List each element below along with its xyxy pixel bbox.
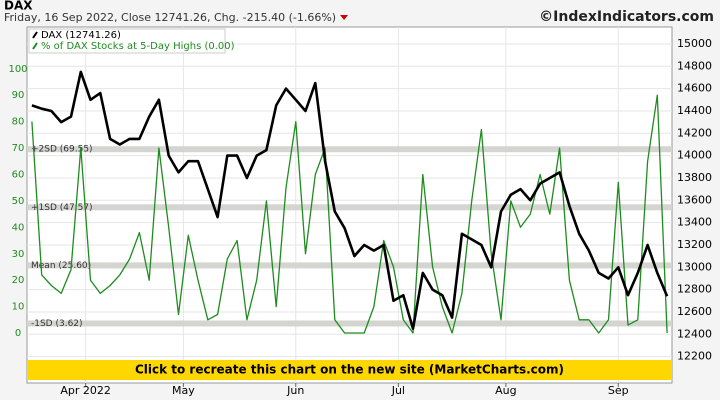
y2-tick-label: 13800 [677,171,712,184]
band [27,204,672,211]
x-tick-label: Jul [391,384,405,397]
legend-swatch [32,42,38,50]
y2-tick-label: 14800 [677,59,712,72]
y2-tick-label: 13400 [677,216,712,229]
band-label: +2SD (69.55) [31,145,93,155]
y2-tick-label: 14200 [677,126,712,139]
x-tick-label: Sep [608,384,629,397]
y-tick-label: 0 [15,328,21,339]
legend-swatch [32,31,38,39]
y-tick-label: 100 [8,64,27,75]
x-tick-label: Apr 2022 [60,384,111,397]
y2-tick-label: 15000 [677,37,712,50]
y2-tick-label: 14400 [677,104,712,117]
chart-title: DAX [4,0,33,13]
y-tick-label: 10 [12,302,25,313]
source: ©IndexIndicators.com [539,9,714,25]
legend-label: % of DAX Stocks at 5-Day Highs (0.00) [41,41,235,52]
y-tick-label: 90 [12,90,25,101]
series-line [31,70,669,330]
band-label: +1SD (47.57) [31,203,93,213]
banner-text[interactable]: Click to recreate this chart on the new … [135,363,564,377]
y2-tick-label: 14000 [677,149,712,162]
y-tick-label: 50 [12,196,25,207]
chart-subtitle: Friday, 16 Sep 2022, Close 12741.26, Chg… [4,11,336,24]
y2-tick-label: 12600 [677,305,712,318]
banner[interactable] [27,360,672,380]
y-tick-label: 70 [12,143,25,154]
y-tick-label: 30 [12,249,25,260]
y2-tick-label: 13600 [677,193,712,206]
band-label: Mean (25.60) [31,261,91,271]
y2-tick-label: 12800 [677,283,712,296]
band-label: -1SD (3.62) [31,319,83,329]
legend-box [28,28,226,54]
y-tick-label: 60 [12,169,25,180]
y2-tick-label: 12400 [677,327,712,340]
y2-tick-label: 14600 [677,82,712,95]
series-line [31,94,668,334]
band [27,146,672,153]
y-tick-label: 20 [12,275,25,286]
band [27,262,672,269]
y2-tick-label: 13000 [677,260,712,273]
change-indicator [340,15,349,20]
legend-label: DAX (12741.26) [41,30,121,41]
y-tick-label: 40 [12,222,25,233]
band [27,320,672,327]
x-tick-label: May [172,384,195,397]
y-tick-label: 80 [12,117,25,128]
x-tick-label: Aug [495,384,516,397]
x-tick-label: Jun [286,384,304,397]
y2-tick-label: 13200 [677,238,712,251]
y2-tick-label: 12200 [677,350,712,363]
